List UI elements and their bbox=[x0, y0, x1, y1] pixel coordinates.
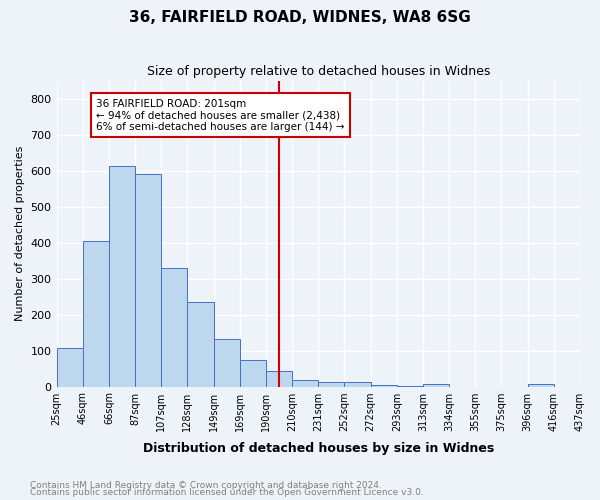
Text: 36 FAIRFIELD ROAD: 201sqm
← 94% of detached houses are smaller (2,438)
6% of sem: 36 FAIRFIELD ROAD: 201sqm ← 94% of detac… bbox=[96, 98, 344, 132]
Bar bbox=[423, 384, 449, 386]
Bar bbox=[83, 240, 109, 386]
Text: Contains public sector information licensed under the Open Government Licence v3: Contains public sector information licen… bbox=[30, 488, 424, 497]
Title: Size of property relative to detached houses in Widnes: Size of property relative to detached ho… bbox=[146, 65, 490, 78]
Bar bbox=[109, 166, 135, 386]
Bar bbox=[161, 268, 187, 386]
Bar bbox=[292, 380, 318, 386]
Text: Contains HM Land Registry data © Crown copyright and database right 2024.: Contains HM Land Registry data © Crown c… bbox=[30, 480, 382, 490]
Bar bbox=[214, 338, 240, 386]
Bar bbox=[344, 382, 371, 386]
Bar bbox=[56, 348, 83, 387]
Bar bbox=[135, 174, 161, 386]
Bar bbox=[318, 382, 344, 386]
Bar bbox=[240, 360, 266, 386]
Bar bbox=[371, 384, 397, 386]
Y-axis label: Number of detached properties: Number of detached properties bbox=[15, 146, 25, 321]
Bar bbox=[527, 384, 554, 386]
Bar bbox=[187, 302, 214, 386]
Bar bbox=[266, 370, 292, 386]
Text: 36, FAIRFIELD ROAD, WIDNES, WA8 6SG: 36, FAIRFIELD ROAD, WIDNES, WA8 6SG bbox=[129, 10, 471, 25]
X-axis label: Distribution of detached houses by size in Widnes: Distribution of detached houses by size … bbox=[143, 442, 494, 455]
